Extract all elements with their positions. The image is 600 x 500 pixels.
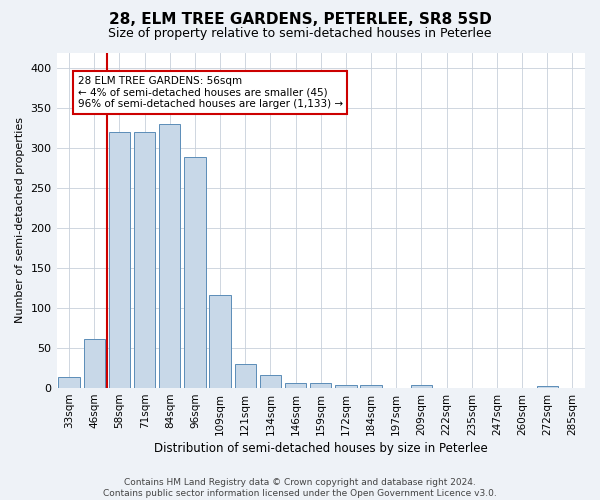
Bar xyxy=(134,132,155,388)
Text: 28 ELM TREE GARDENS: 56sqm
← 4% of semi-detached houses are smaller (45)
96% of : 28 ELM TREE GARDENS: 56sqm ← 4% of semi-… xyxy=(77,76,343,109)
Text: Contains HM Land Registry data © Crown copyright and database right 2024.
Contai: Contains HM Land Registry data © Crown c… xyxy=(103,478,497,498)
X-axis label: Distribution of semi-detached houses by size in Peterlee: Distribution of semi-detached houses by … xyxy=(154,442,488,455)
Bar xyxy=(411,385,432,388)
Bar xyxy=(58,377,80,388)
Bar xyxy=(209,296,231,388)
Bar xyxy=(235,364,256,388)
Bar xyxy=(335,385,356,388)
Bar xyxy=(83,338,105,388)
Bar xyxy=(310,384,331,388)
Bar xyxy=(109,132,130,388)
Bar xyxy=(536,386,558,388)
Bar xyxy=(260,376,281,388)
Y-axis label: Number of semi-detached properties: Number of semi-detached properties xyxy=(15,118,25,324)
Bar xyxy=(159,124,181,388)
Bar xyxy=(285,384,307,388)
Text: 28, ELM TREE GARDENS, PETERLEE, SR8 5SD: 28, ELM TREE GARDENS, PETERLEE, SR8 5SD xyxy=(109,12,491,28)
Bar xyxy=(184,157,206,388)
Bar xyxy=(361,385,382,388)
Text: Size of property relative to semi-detached houses in Peterlee: Size of property relative to semi-detach… xyxy=(108,28,492,40)
